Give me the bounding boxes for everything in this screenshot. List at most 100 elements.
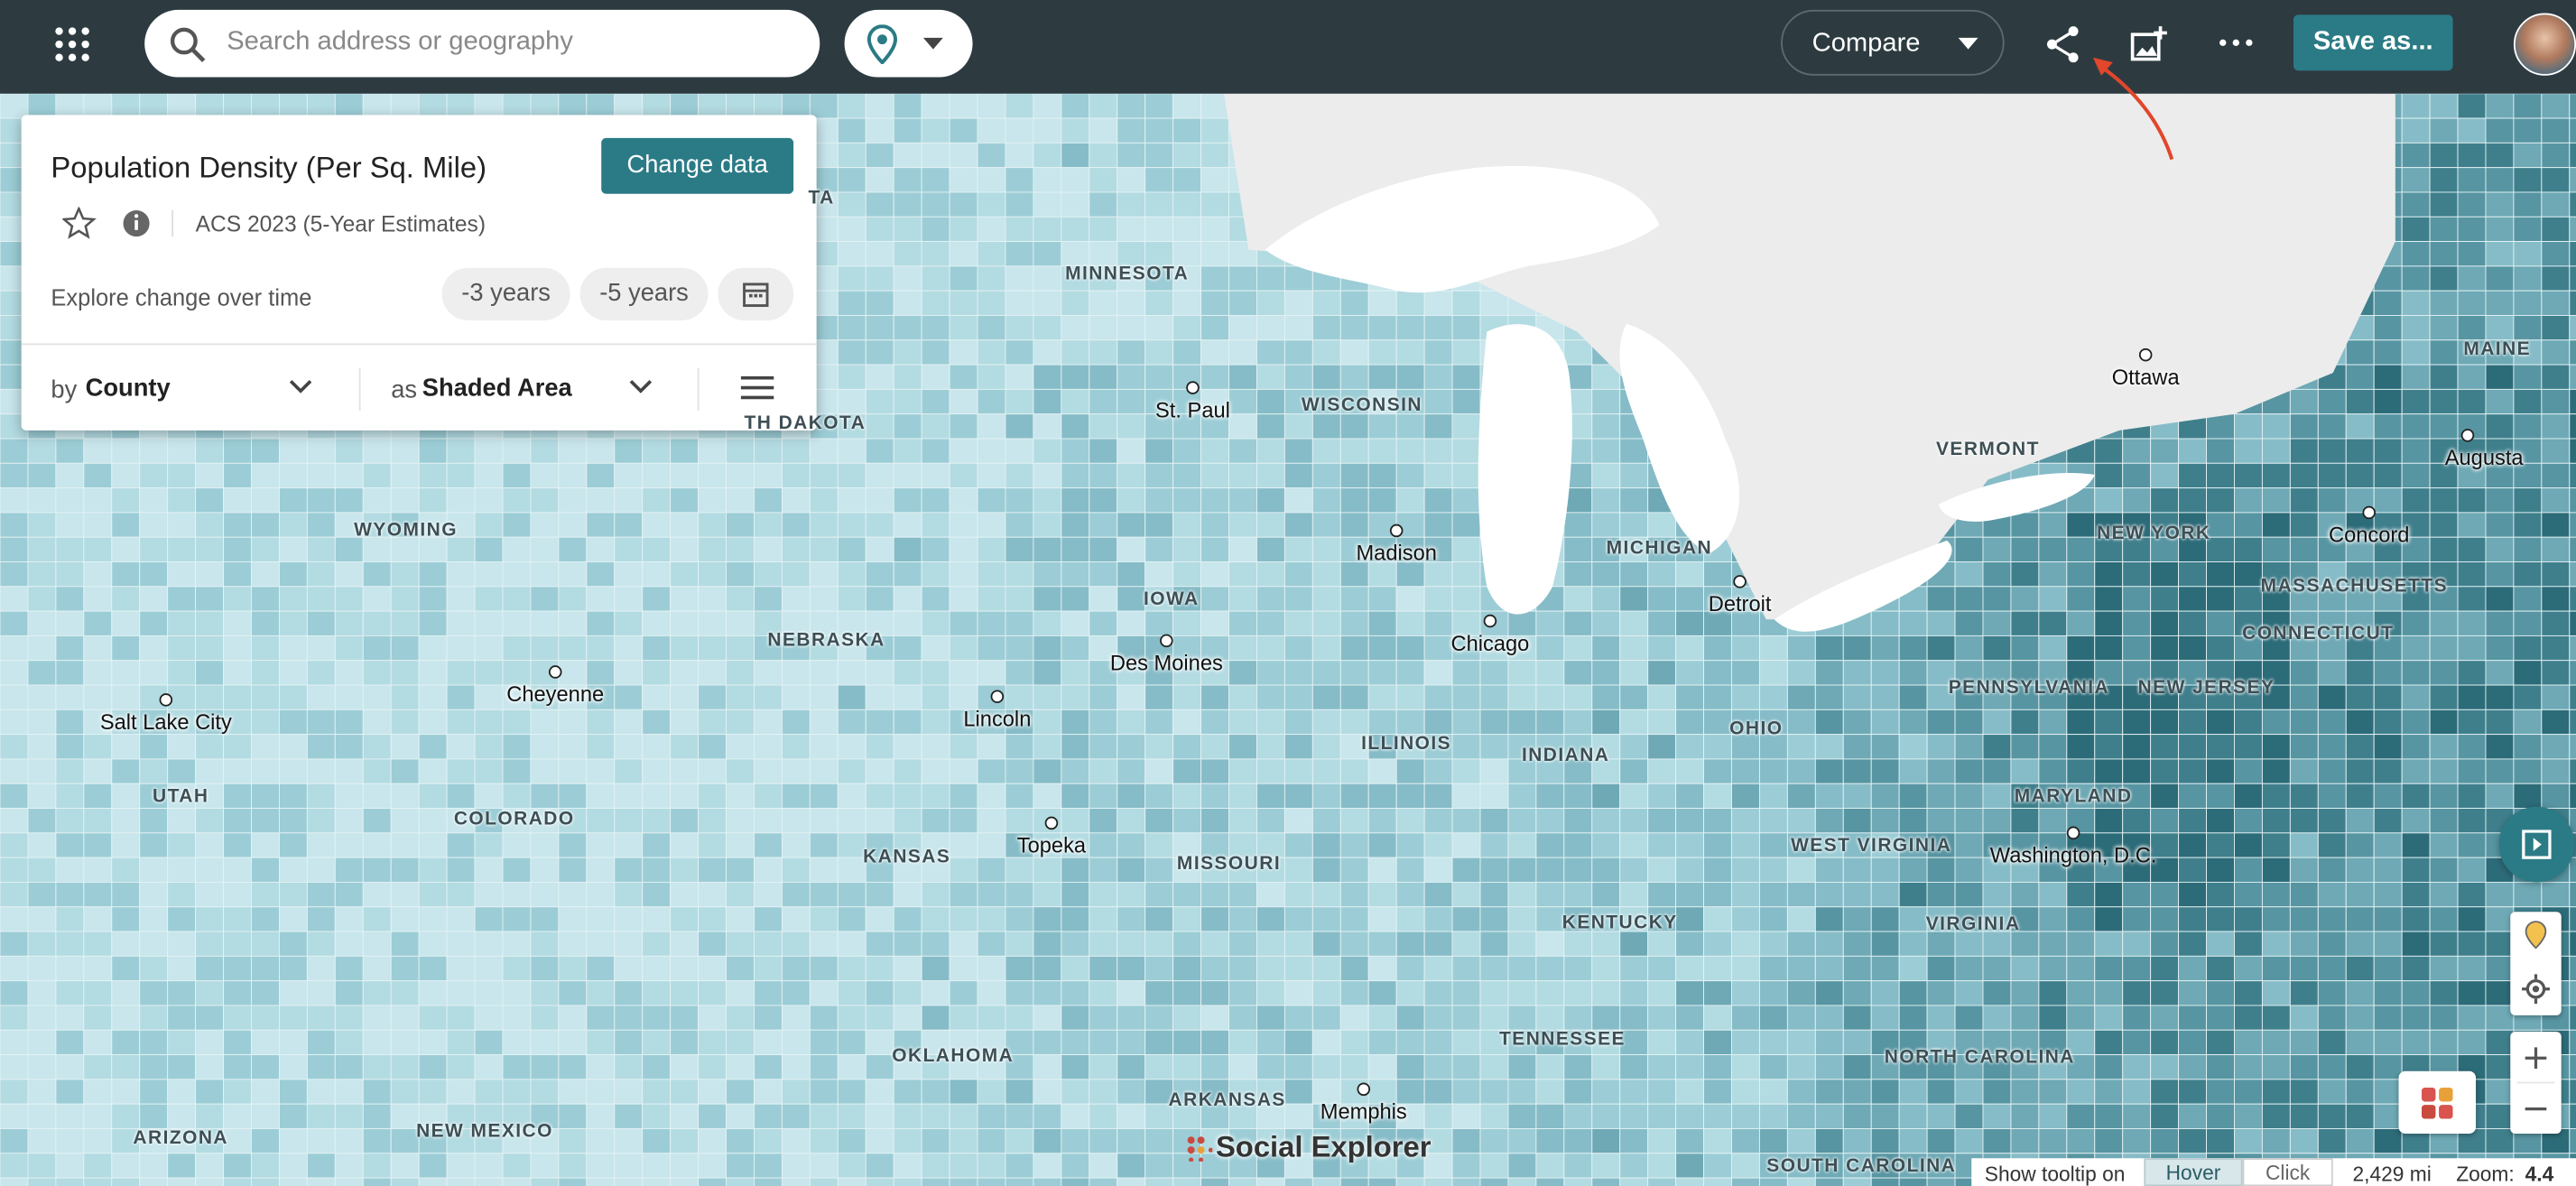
- county: [781, 610, 811, 636]
- county: [2373, 561, 2403, 588]
- county: [2317, 808, 2347, 834]
- click-toggle[interactable]: Click: [2242, 1158, 2333, 1186]
- county: [698, 1079, 727, 1105]
- county: [558, 1054, 588, 1080]
- county: [1061, 906, 1090, 932]
- county: [251, 1177, 280, 1186]
- county: [1061, 1005, 1090, 1031]
- add-image-icon[interactable]: [2129, 24, 2169, 64]
- layers-button[interactable]: [2398, 1070, 2477, 1134]
- county: [670, 1005, 700, 1031]
- zoom-controls[interactable]: [2510, 1032, 2562, 1134]
- county: [1507, 808, 1537, 834]
- county: [893, 1103, 922, 1129]
- county: [1926, 1177, 1956, 1186]
- search-box[interactable]: Search address or geography: [144, 9, 820, 78]
- county: [754, 635, 783, 662]
- county: [446, 832, 476, 858]
- select-controls[interactable]: [284, 361, 777, 417]
- county: [1228, 536, 1257, 562]
- county: [1926, 881, 1956, 908]
- county: [726, 857, 755, 883]
- geography-select[interactable]: County: [85, 375, 171, 403]
- share-icon[interactable]: [2043, 24, 2083, 64]
- county: [1591, 931, 1621, 957]
- county: [1535, 734, 1565, 760]
- county: [1228, 586, 1257, 612]
- county: [754, 734, 783, 760]
- present-button[interactable]: [2498, 806, 2575, 883]
- county: [195, 808, 225, 834]
- county: [754, 586, 783, 612]
- county: [921, 1029, 950, 1056]
- county: [2569, 586, 2576, 612]
- county: [2066, 758, 2096, 784]
- county: [2569, 1005, 2576, 1031]
- county: [2457, 167, 2487, 193]
- county: [2401, 931, 2431, 957]
- panel-icons[interactable]: [62, 207, 194, 239]
- county: [334, 931, 364, 957]
- county: [2457, 808, 2487, 834]
- location-button[interactable]: [844, 9, 973, 78]
- county: [390, 536, 420, 562]
- hover-toggle[interactable]: Hover: [2144, 1158, 2243, 1186]
- county: [558, 536, 588, 562]
- county: [1870, 906, 1900, 932]
- county: [530, 1128, 560, 1154]
- county: [223, 438, 252, 464]
- county: [446, 1177, 476, 1186]
- county: [2457, 586, 2487, 612]
- county: [1898, 758, 1928, 784]
- county: [698, 487, 727, 514]
- county: [2401, 758, 2431, 784]
- minus-5-years[interactable]: -5 years: [579, 267, 709, 320]
- county: [2317, 1054, 2347, 1080]
- county: [1033, 635, 1062, 662]
- county: [1033, 783, 1062, 809]
- county: [83, 980, 113, 1006]
- county: [2513, 167, 2543, 193]
- county: [1089, 1005, 1118, 1031]
- county: [949, 808, 978, 834]
- county: [1395, 758, 1425, 784]
- county: [195, 1177, 225, 1186]
- county: [1870, 881, 1900, 908]
- county: [2317, 561, 2347, 588]
- location-controls[interactable]: [2510, 912, 2562, 1015]
- county: [893, 265, 922, 292]
- county: [642, 734, 672, 760]
- county: [837, 536, 866, 562]
- county: [670, 635, 700, 662]
- avatar[interactable]: [2513, 13, 2576, 76]
- county: [474, 1128, 504, 1154]
- county: [223, 93, 252, 119]
- compare-button[interactable]: Compare: [1781, 9, 2005, 76]
- save-button[interactable]: Save as...: [2293, 14, 2453, 71]
- calendar-button[interactable]: [718, 267, 794, 320]
- county: [1507, 783, 1537, 809]
- county: [1758, 1177, 1788, 1186]
- county: [1311, 290, 1341, 316]
- county: [2485, 586, 2515, 612]
- apps-icon[interactable]: [54, 26, 90, 62]
- county: [1089, 339, 1118, 366]
- change-data-button[interactable]: Change data: [601, 137, 794, 194]
- county: [1200, 364, 1229, 390]
- county: [1256, 487, 1285, 514]
- more-icon[interactable]: [2218, 36, 2254, 50]
- county: [2234, 709, 2263, 736]
- county: [502, 931, 532, 957]
- county: [2038, 1054, 2068, 1080]
- county: [781, 1054, 811, 1080]
- county: [921, 1153, 950, 1179]
- map[interactable]: [0, 93, 2576, 1186]
- county: [726, 1177, 755, 1186]
- county: [614, 980, 644, 1006]
- county: [1172, 1153, 1202, 1179]
- county: [306, 684, 336, 710]
- county: [306, 1005, 336, 1031]
- visualization-select[interactable]: Shaded Area: [422, 375, 572, 403]
- minus-3-years[interactable]: -3 years: [441, 267, 570, 320]
- county: [1339, 462, 1369, 489]
